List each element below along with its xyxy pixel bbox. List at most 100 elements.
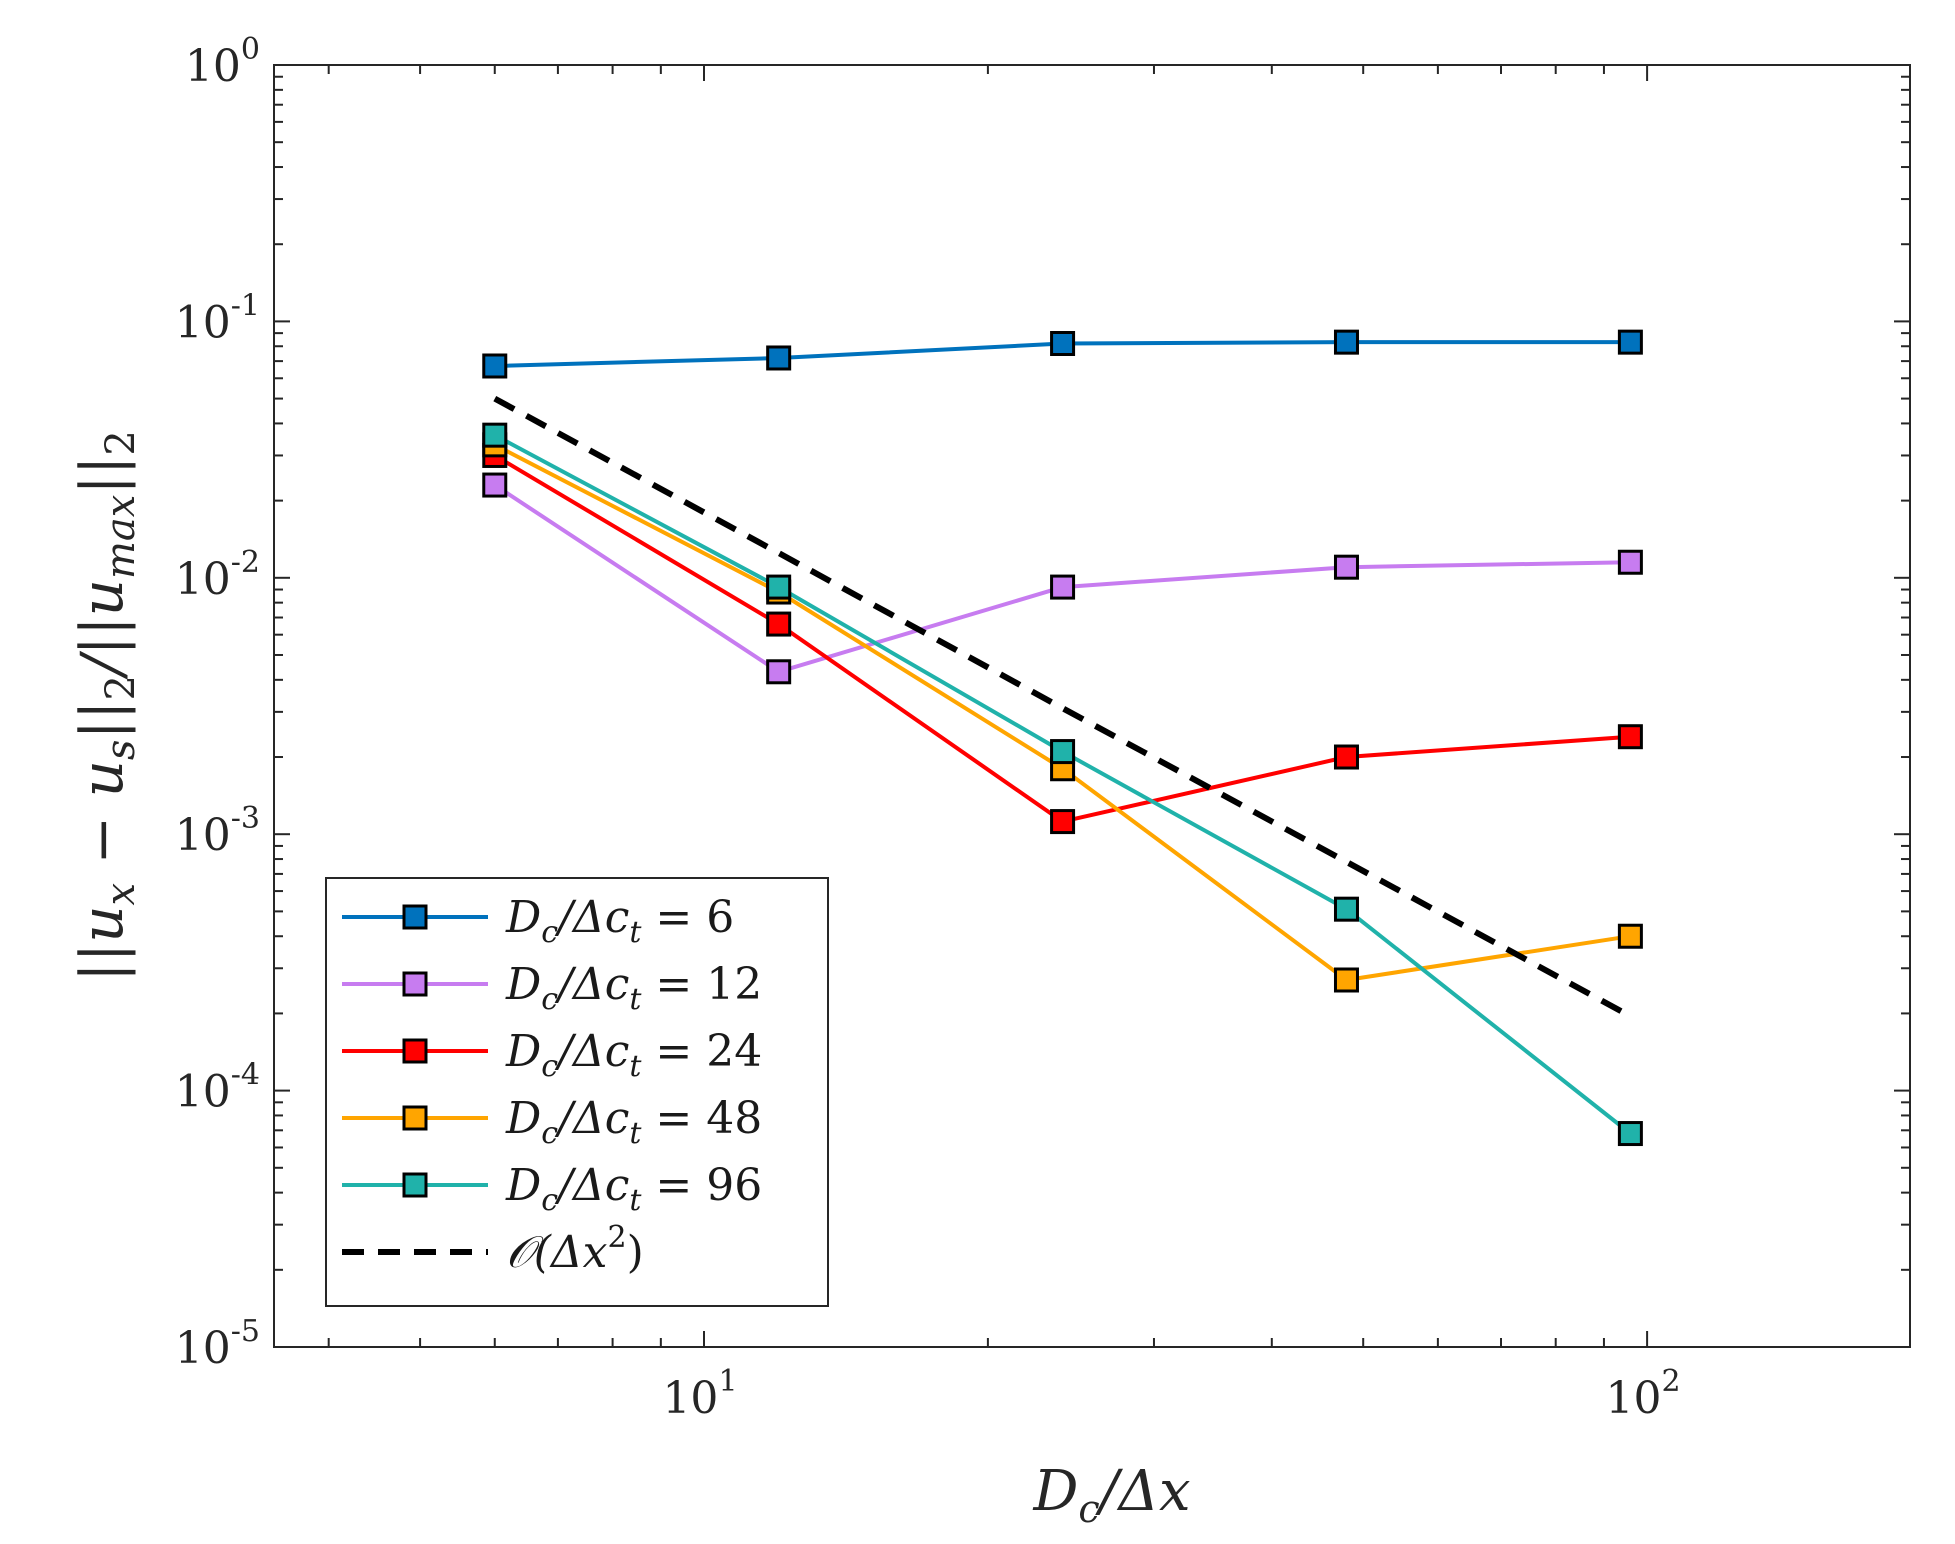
legend-label-part: /Δc [554,892,629,943]
x-axis-label-part: /Δx [1095,1459,1191,1524]
x-tick-label-exponent: 2 [1662,1364,1681,1399]
data-point-marker [482,422,508,448]
legend-label-part: = 6 [641,892,734,943]
legend-marker-swatch [402,904,428,930]
x-axis-label-sub: c [1078,1487,1099,1531]
legend-entry-label: Dc/Δct = 12 [505,959,762,1017]
legend-marker-swatch [402,1105,428,1131]
x-tick-label-base: 10 [662,1373,718,1424]
y-tick-label-base: 10 [185,41,241,92]
data-point-marker [482,353,508,379]
x-axis-label: Dc/Δx [1032,1459,1190,1531]
legend-label-part: = 96 [641,1160,762,1211]
y-tick-label-exponent: -4 [231,1058,260,1093]
legend-label-sub: c [541,1049,558,1084]
y-tick-label: 10-2 [175,545,260,605]
legend-entry-label: Dc/Δct = 6 [505,892,734,950]
legend-entry-label: Dc/Δct = 48 [505,1093,762,1151]
data-point-marker [766,659,792,685]
y-tick-label-base: 10 [175,297,231,348]
y-axis-label-sub: 2 [98,675,144,700]
data-point-marker [1617,549,1643,575]
legend-label-sub: t [629,1183,642,1218]
ticks-layer [274,64,1910,1348]
x-axis-label-part: D [1032,1459,1078,1524]
plot-layer [482,329,1643,1147]
legend-label-part: = 24 [641,1026,762,1077]
legend-marker-swatch [402,1038,428,1064]
x-tick-label: 102 [1606,1364,1681,1424]
legend-label-part: = 48 [641,1093,762,1144]
y-tick-label-exponent: -2 [231,545,260,580]
y-tick-label-exponent: -5 [231,1314,260,1349]
legend-label-sub: c [541,1183,558,1218]
data-point-marker [1050,809,1076,835]
data-point-marker [766,345,792,371]
data-point-marker [1050,330,1076,356]
legend-label-sup: 2 [607,1220,626,1255]
legend-label-sub: c [541,1116,558,1151]
legend-label-part: D [505,1093,541,1144]
data-point-marker [482,472,508,498]
x-tick-label-exponent: 1 [718,1364,737,1399]
legend-label-part: /Δc [554,1093,629,1144]
y-tick-label: 10-1 [175,288,260,348]
y-axis-label-part: − u [68,760,136,883]
legend-label-part: /Δc [554,1026,629,1077]
y-axis-label: ||ux − us||2/||umax||2 [68,430,144,982]
legend-label-part: /Δc [554,1160,629,1211]
legend-label-part: 𝒪(Δx [506,1227,608,1278]
x-tick-label: 101 [662,1364,737,1424]
y-axis-label-group: ||ux − us||2/||umax||2 [68,430,144,982]
data-point-marker [766,611,792,637]
y-tick-label: 100 [185,32,260,92]
data-point-marker [1333,329,1359,355]
data-point-marker [1050,739,1076,765]
legend-label-sub: t [629,915,642,950]
axes-box [273,64,1911,1348]
legend-label-sub: c [541,915,558,950]
legend-label-part: = 12 [641,959,762,1010]
legend-label-part: D [505,1026,541,1077]
legend-label-sub: c [541,982,558,1017]
data-point-marker [1333,896,1359,922]
data-point-marker [1617,724,1643,750]
legend-label-part: D [505,959,541,1010]
y-tick-label-base: 10 [175,1067,231,1118]
data-point-marker [1050,574,1076,600]
legend-marker-swatch [402,971,428,997]
data-point-marker [1333,967,1359,993]
y-tick-label-exponent: 0 [241,32,260,67]
legend-label-part: /Δc [554,959,629,1010]
legend-label-part: ) [627,1227,644,1278]
y-tick-label-base: 10 [175,554,231,605]
y-axis-label-part: || [68,700,136,739]
y-axis-label-part: ||u [68,905,136,981]
y-axis-label-sub: x [98,883,144,906]
legend-label-part: D [505,892,541,943]
legend-label-part: D [505,1160,541,1211]
legend-marker-swatch [402,1172,428,1198]
legend-entry-label: Dc/Δct = 96 [505,1160,762,1218]
y-axis-label-sub: 2 [98,430,144,455]
y-axis-label-part: /||u [68,579,136,680]
legend-entry-label: 𝒪(Δx2) [506,1220,644,1278]
y-axis-label-part: || [68,456,136,495]
y-tick-label: 10-3 [175,801,260,861]
y-tick-label-base: 10 [175,810,231,861]
y-tick-label: 10-4 [175,1058,260,1118]
y-axis-label-sub: max [98,495,144,579]
y-tick-label: 10-5 [175,1314,260,1374]
y-tick-label-exponent: -3 [231,801,260,836]
y-tick-label-exponent: -1 [231,288,260,323]
y-tick-label-base: 10 [175,1323,231,1374]
data-point-marker [1333,554,1359,580]
data-point-marker [766,574,792,600]
data-point-marker [1617,1121,1643,1147]
data-point-marker [1333,744,1359,770]
legend-label-sub: t [629,1049,642,1084]
